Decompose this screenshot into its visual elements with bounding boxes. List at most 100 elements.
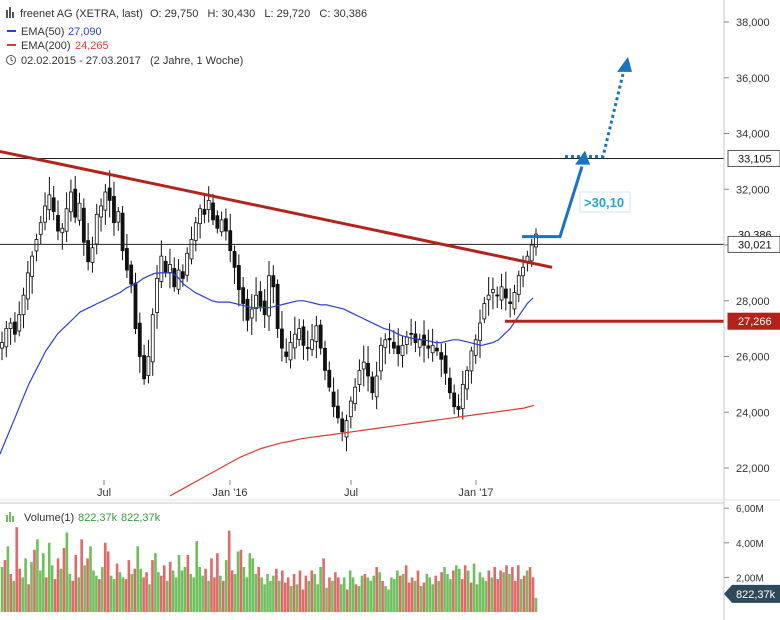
candle-body — [314, 325, 319, 342]
volume-bar — [505, 565, 508, 612]
candle-body — [142, 355, 147, 380]
volume-bar — [357, 586, 361, 612]
volume-bar — [242, 567, 246, 612]
candle-body — [426, 345, 431, 349]
candle-body — [211, 202, 215, 221]
volume-bar — [396, 570, 399, 612]
volume-bar — [516, 565, 520, 612]
volume-bar — [15, 527, 19, 612]
volume-bar — [366, 577, 370, 612]
volume-bar — [71, 580, 75, 612]
candle-body — [254, 294, 258, 310]
volume-bar — [36, 539, 39, 612]
price-badge: 30,021 — [727, 235, 780, 253]
candle-body — [486, 294, 491, 301]
price-badge-label: 27,266 — [738, 316, 772, 328]
candle-body — [193, 222, 198, 241]
date-range: 02.02.2015 - 27.03.2017 — [21, 55, 141, 67]
volume-bar — [390, 577, 393, 612]
volume-bar — [65, 532, 69, 612]
candle-body — [245, 298, 250, 321]
chart-title: freenet AG (XETRA, last) — [20, 8, 143, 20]
volume-bar — [192, 577, 196, 612]
ema50-line — [0, 272, 534, 455]
candle-body — [508, 301, 513, 304]
volume-bar — [331, 580, 334, 612]
y-tick-label: 24,000 — [736, 407, 770, 419]
volume-bar — [269, 580, 272, 612]
volume-bar — [519, 579, 523, 612]
price-badge-label: 30,021 — [738, 239, 772, 251]
volume-bar — [33, 549, 36, 612]
volume-bar — [369, 580, 373, 612]
candle-body — [516, 275, 521, 295]
ema200-line — [169, 404, 535, 497]
volume-bar — [95, 575, 98, 612]
volume-bar — [216, 553, 219, 612]
candle-body — [198, 208, 202, 225]
ema200-legend-label: EMA(200) — [21, 40, 71, 52]
candle-body — [133, 282, 138, 330]
ema50-legend-value: 27,090 — [68, 26, 102, 38]
ohlc-readout: O: 29,750 H: 30,430 L: 29,720 C: 30,386 — [150, 8, 367, 20]
volume-bar — [118, 572, 122, 612]
candle-body — [241, 287, 246, 304]
volume-bar — [139, 568, 142, 612]
candle-body — [503, 288, 508, 299]
volume-bar — [337, 577, 340, 612]
candle-body — [64, 208, 69, 232]
candle-body — [0, 342, 4, 349]
candle-body — [206, 199, 211, 210]
volume-bar — [410, 577, 414, 612]
volume-bar — [257, 567, 260, 612]
volume-bar — [9, 573, 13, 612]
volume-bar — [198, 567, 201, 612]
volume-bar — [283, 582, 287, 612]
candle-body — [331, 391, 336, 408]
volume-bar — [310, 570, 314, 612]
candle-body — [387, 338, 392, 341]
volume-bar — [363, 573, 367, 612]
volume-bar — [381, 580, 384, 612]
volume-bar — [77, 577, 81, 612]
volume-bar — [307, 580, 311, 612]
volume-badge: 822,37k — [724, 584, 780, 603]
candle-body — [491, 289, 495, 293]
volume-bar — [360, 575, 364, 612]
candle-body — [512, 291, 517, 310]
volume-bar — [106, 551, 110, 612]
candle-body — [292, 333, 297, 349]
volume-bar — [210, 558, 213, 612]
volume-bar — [180, 570, 184, 612]
volume-bar — [165, 580, 169, 612]
forecast-arrowhead-solid — [575, 150, 590, 165]
volume-bar — [387, 589, 390, 612]
volume-bar — [24, 558, 27, 612]
y-tick-label: 36,000 — [736, 73, 770, 85]
volume-bar — [254, 573, 258, 612]
volume-bar — [298, 570, 302, 612]
ema50-legend-label: EMA(50) — [21, 26, 64, 38]
volume-bar — [112, 579, 116, 612]
candle-body — [215, 215, 220, 229]
volume-bar — [89, 546, 92, 612]
volume-bar — [286, 577, 290, 612]
volume-bar — [142, 577, 145, 612]
candle-body — [327, 369, 332, 388]
volume-bar — [375, 567, 378, 612]
candle-body — [340, 418, 345, 433]
candle-body — [443, 355, 448, 374]
volume-bar — [434, 575, 437, 612]
volume-bar — [224, 560, 228, 612]
volume-legend: Volume(1) 822,37k 822,37k — [6, 512, 161, 524]
candle-body — [38, 222, 43, 235]
volume-bar — [263, 584, 266, 612]
volume-bar — [186, 554, 190, 612]
candle-body — [284, 351, 289, 357]
y-tick-label: 22,000 — [736, 463, 770, 475]
candle-body — [499, 286, 504, 301]
volume-bar — [289, 586, 293, 612]
